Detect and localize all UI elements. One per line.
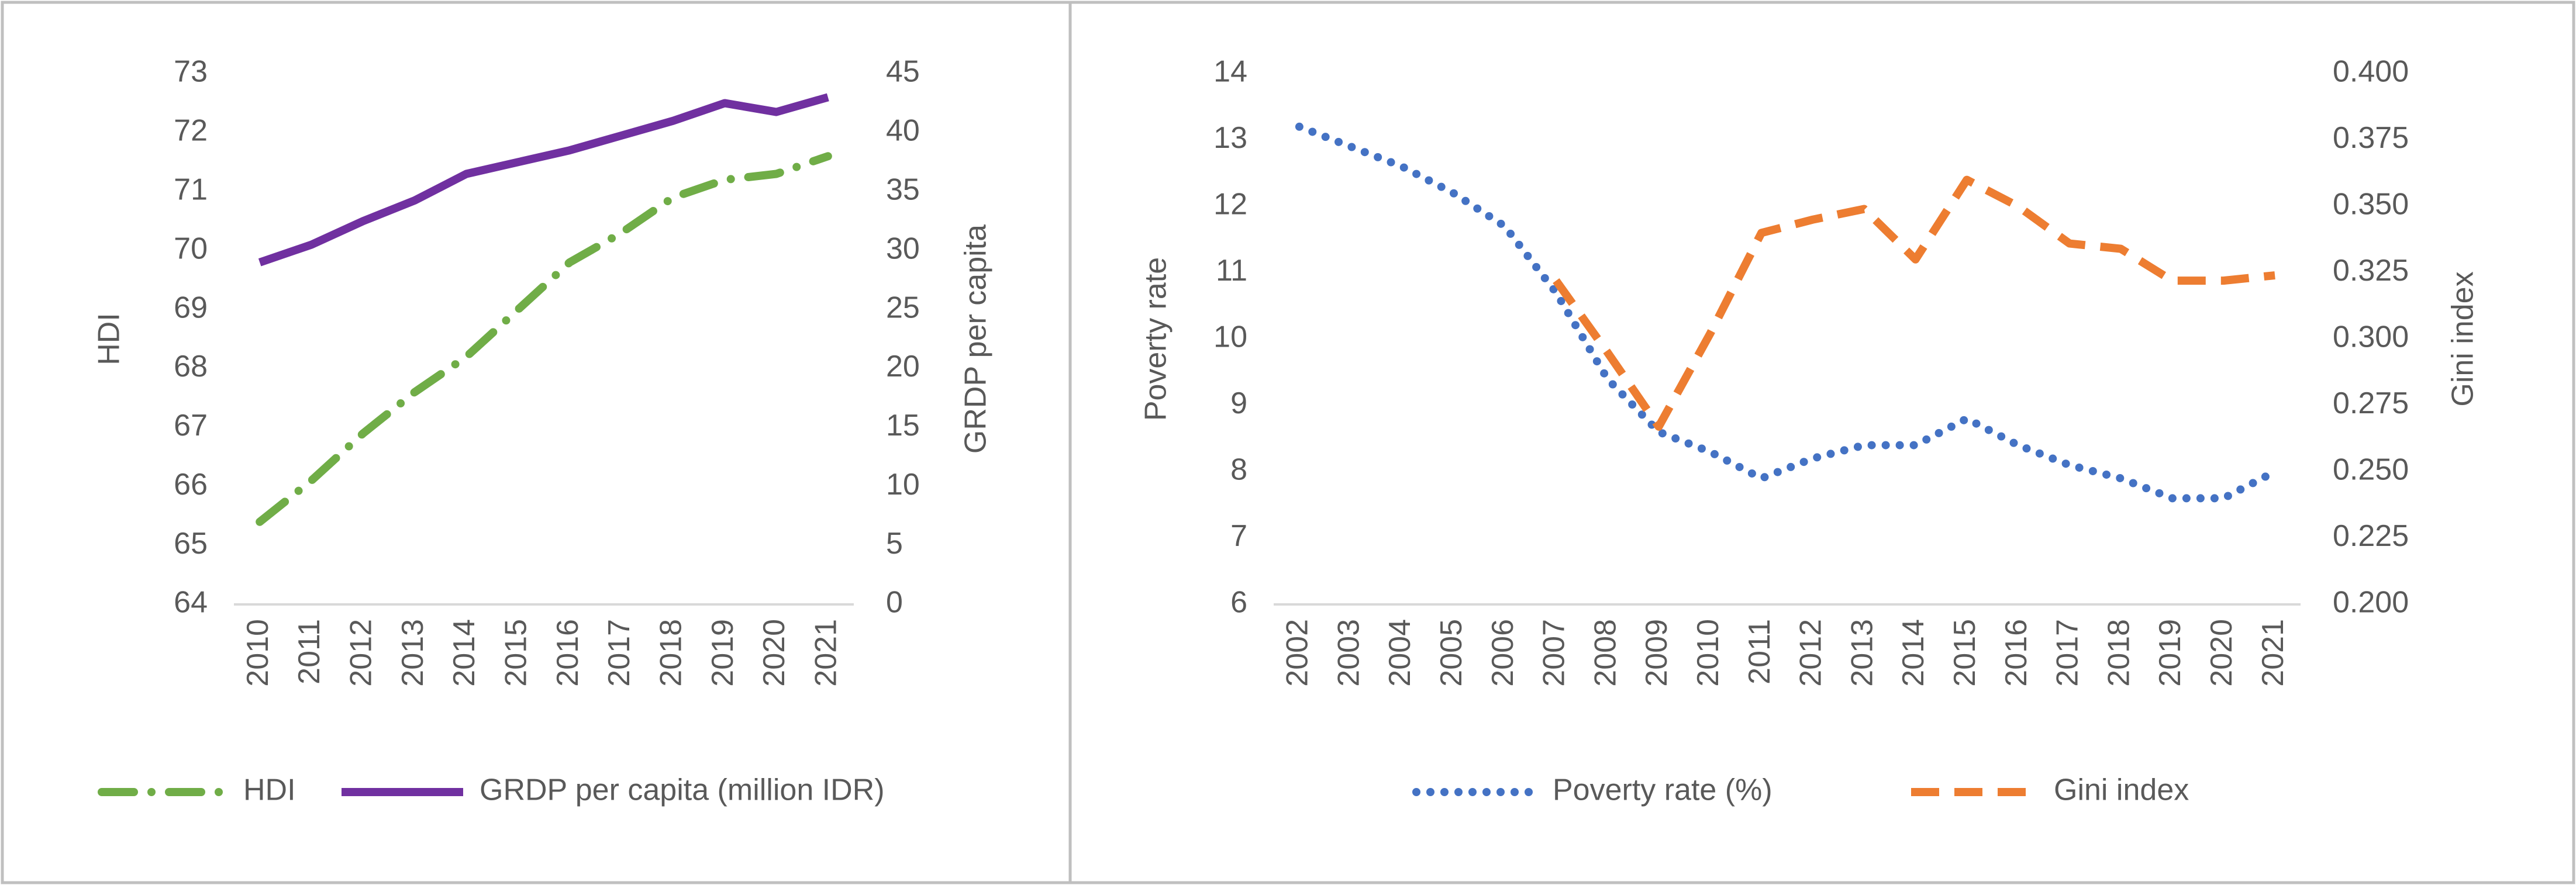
y-tick-label: 69 bbox=[174, 291, 208, 324]
x-tick-label: 2011 bbox=[292, 619, 326, 685]
y-tick-label: 13 bbox=[1213, 121, 1247, 155]
y-tick-label: 64 bbox=[174, 586, 208, 620]
y-tick-label: 14 bbox=[1213, 55, 1247, 89]
y-tick-label: 12 bbox=[1213, 188, 1247, 222]
x-tick-label: 2010 bbox=[1691, 619, 1725, 687]
y2-tick-label: 5 bbox=[886, 527, 903, 561]
y2-tick-label: 0.200 bbox=[2333, 586, 2409, 620]
x-tick-label: 2010 bbox=[241, 619, 275, 687]
y-axis-title: HDI bbox=[92, 313, 126, 365]
y2-tick-label: 0.325 bbox=[2333, 254, 2409, 288]
x-tick-label: 2014 bbox=[1896, 619, 1930, 687]
legend-label: HDI bbox=[243, 773, 296, 807]
x-tick-label: 2011 bbox=[1743, 619, 1777, 685]
x-tick-label: 2006 bbox=[1486, 619, 1520, 687]
y-tick-label: 71 bbox=[174, 173, 208, 207]
y2-tick-label: 0.225 bbox=[2333, 519, 2409, 553]
x-tick-label: 2017 bbox=[2051, 619, 2085, 687]
x-tick-label: 2008 bbox=[1588, 619, 1622, 687]
y2-tick-label: 0.250 bbox=[2333, 453, 2409, 487]
y-tick-label: 68 bbox=[174, 350, 208, 383]
y-tick-label: 10 bbox=[1213, 320, 1247, 354]
y2-tick-label: 30 bbox=[886, 231, 920, 265]
x-tick-label: 2021 bbox=[2256, 619, 2290, 687]
series-line bbox=[258, 93, 829, 267]
x-tick-label: 2013 bbox=[1845, 619, 1879, 687]
x-tick-label: 2009 bbox=[1640, 619, 1674, 687]
x-tick-label: 2014 bbox=[447, 619, 481, 687]
y-tick-label: 73 bbox=[174, 55, 208, 89]
x-tick-label: 2019 bbox=[2153, 619, 2187, 687]
x-tick-label: 2007 bbox=[1537, 619, 1571, 687]
x-tick-label: 2015 bbox=[1948, 619, 1982, 687]
y-tick-label: 72 bbox=[174, 114, 208, 148]
x-tick-label: 2017 bbox=[602, 619, 636, 687]
legend-label: GRDP per capita (million IDR) bbox=[480, 773, 885, 807]
y-tick-label: 66 bbox=[174, 468, 208, 502]
y-tick-label: 8 bbox=[1230, 453, 1247, 487]
x-tick-label: 2021 bbox=[809, 619, 843, 687]
y2-tick-label: 0.350 bbox=[2333, 188, 2409, 222]
y2-tick-label: 15 bbox=[886, 409, 920, 442]
y-tick-label: 65 bbox=[174, 527, 208, 561]
x-tick-label: 2003 bbox=[1332, 619, 1365, 687]
y2-axis-title: GRDP per capita bbox=[959, 224, 993, 454]
y2-tick-label: 20 bbox=[886, 350, 920, 383]
y-tick-label: 70 bbox=[174, 231, 208, 265]
legend-label: Poverty rate (%) bbox=[1553, 773, 1772, 807]
y-tick-label: 7 bbox=[1230, 519, 1247, 553]
x-tick-label: 2015 bbox=[499, 619, 533, 687]
y2-tick-label: 10 bbox=[886, 468, 920, 502]
legend-label: Gini index bbox=[2054, 773, 2189, 807]
x-tick-label: 2018 bbox=[2102, 619, 2136, 687]
y2-tick-label: 0.275 bbox=[2333, 386, 2409, 420]
x-tick-label: 2019 bbox=[706, 619, 740, 687]
x-tick-label: 2013 bbox=[396, 619, 430, 687]
series-line bbox=[256, 152, 832, 526]
y-axis-title: Poverty rate bbox=[1139, 257, 1173, 421]
y-tick-label: 67 bbox=[174, 409, 208, 442]
y2-tick-label: 0.300 bbox=[2333, 320, 2409, 354]
x-tick-label: 2016 bbox=[551, 619, 585, 687]
x-tick-label: 2012 bbox=[1794, 619, 1828, 687]
x-tick-label: 2020 bbox=[757, 619, 791, 687]
x-tick-label: 2018 bbox=[654, 619, 688, 687]
y-tick-label: 11 bbox=[1216, 254, 1247, 288]
y2-tick-label: 35 bbox=[886, 173, 920, 207]
series-line bbox=[1553, 175, 2275, 431]
x-tick-label: 2002 bbox=[1281, 619, 1315, 687]
y2-tick-label: 0 bbox=[886, 586, 903, 620]
y2-tick-label: 0.375 bbox=[2333, 121, 2409, 155]
y2-axis-title: Gini index bbox=[2446, 271, 2480, 406]
y-tick-label: 9 bbox=[1230, 386, 1247, 420]
y-tick-label: 6 bbox=[1230, 586, 1247, 620]
x-tick-label: 2004 bbox=[1383, 619, 1417, 687]
x-tick-label: 2016 bbox=[1999, 619, 2033, 687]
y2-tick-label: 45 bbox=[886, 55, 920, 89]
x-tick-label: 2012 bbox=[344, 619, 378, 687]
series-line bbox=[1295, 122, 2280, 503]
y2-tick-label: 25 bbox=[886, 291, 920, 324]
y2-tick-label: 40 bbox=[886, 114, 920, 148]
x-tick-label: 2020 bbox=[2205, 619, 2239, 687]
y2-tick-label: 0.400 bbox=[2333, 55, 2409, 89]
x-tick-label: 2005 bbox=[1434, 619, 1468, 687]
